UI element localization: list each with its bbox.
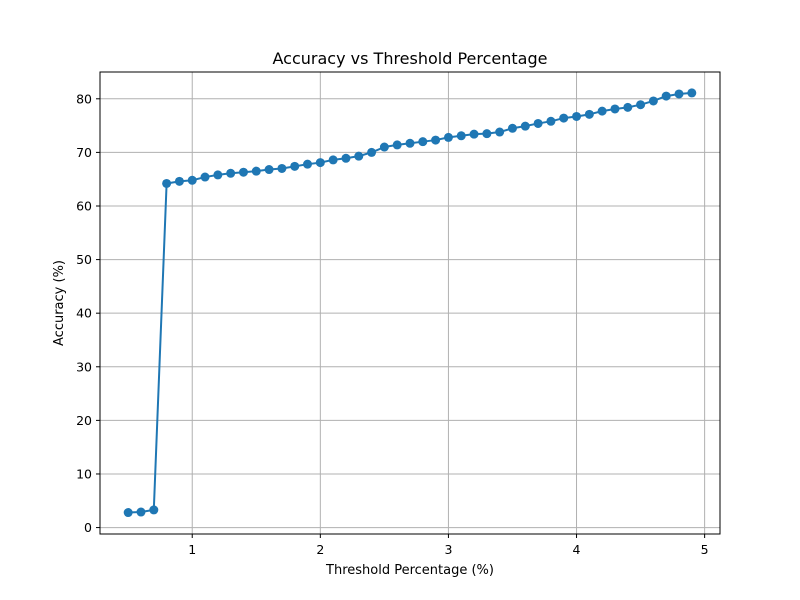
x-tick-3: 4 [573,534,581,557]
accuracy-series [123,88,697,518]
x-tick-2: 3 [444,534,452,557]
y-tick-label: 20 [76,413,92,428]
data-point-14 [303,159,313,169]
x-tick-label: 1 [188,542,196,557]
data-point-9 [238,167,248,177]
y-tick-label: 0 [84,520,92,535]
y-tick-6: 60 [76,198,100,213]
data-point-37 [597,106,607,116]
y-tick-label: 50 [76,252,92,267]
data-point-15 [315,158,325,168]
data-point-27 [469,129,479,139]
x-tick-label: 3 [444,542,452,557]
y-tick-2: 20 [76,413,100,428]
data-point-20 [379,142,389,152]
y-axis-ticks: 0 10 20 30 40 50 60 70 80 [76,91,100,535]
x-axis-ticks: 1 2 3 4 5 [188,534,709,557]
data-point-25 [443,132,453,142]
data-point-23 [418,137,428,147]
data-point-33 [546,116,556,126]
x-tick-4: 5 [701,534,709,557]
y-tick-3: 30 [76,359,100,374]
data-point-31 [520,121,530,131]
x-axis-label: Threshold Percentage (%) [325,563,494,578]
data-point-24 [431,135,441,145]
data-point-26 [456,131,466,141]
data-point-34 [559,113,569,123]
data-point-2 [149,505,159,515]
y-tick-label: 10 [76,466,92,481]
x-tick-1: 2 [316,534,324,557]
data-point-18 [354,151,364,161]
data-point-11 [264,165,274,175]
data-point-35 [572,111,582,121]
y-tick-7: 70 [76,145,100,160]
data-point-1 [136,507,146,517]
data-point-3 [162,178,172,188]
data-point-4 [174,176,184,186]
data-point-42 [661,91,671,101]
y-tick-label: 80 [76,91,92,106]
x-tick-label: 2 [316,542,324,557]
x-tick-label: 4 [573,542,581,557]
data-point-8 [226,168,236,178]
data-point-44 [687,88,697,98]
y-tick-label: 40 [76,306,92,321]
y-tick-0: 0 [84,520,100,535]
y-tick-1: 10 [76,466,100,481]
data-point-38 [610,104,620,114]
y-tick-4: 40 [76,306,100,321]
data-point-36 [584,109,594,119]
data-point-21 [392,140,402,150]
chart-title: Accuracy vs Threshold Percentage [273,49,548,68]
y-tick-5: 50 [76,252,100,267]
y-tick-label: 30 [76,359,92,374]
y-tick-label: 70 [76,145,92,160]
data-point-29 [495,127,505,137]
data-point-7 [213,170,223,180]
series-line [128,91,692,514]
data-point-10 [251,166,261,176]
y-tick-8: 80 [76,91,100,106]
data-point-17 [341,153,351,163]
plot-frame [99,71,721,535]
data-point-43 [674,89,684,99]
data-point-19 [367,147,377,157]
y-axis-label: Accuracy (%) [52,260,67,346]
data-point-28 [482,129,492,139]
data-point-32 [533,118,543,128]
data-point-41 [648,96,658,106]
data-point-22 [405,138,415,148]
x-tick-label: 5 [701,542,709,557]
data-point-40 [636,100,646,110]
data-point-13 [290,161,300,171]
data-point-0 [123,508,133,518]
x-tick-0: 1 [188,534,196,557]
data-point-16 [328,155,338,165]
data-point-39 [623,102,633,112]
data-point-30 [507,123,517,133]
data-point-5 [187,175,197,185]
data-point-6 [200,172,210,182]
data-point-12 [277,163,287,173]
y-tick-label: 60 [76,198,92,213]
grid-lines [100,72,720,534]
